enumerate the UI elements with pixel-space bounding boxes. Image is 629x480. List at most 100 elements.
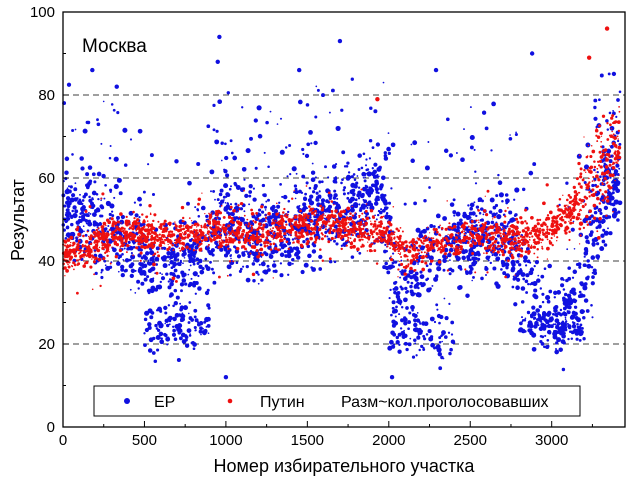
er-point	[544, 334, 547, 337]
er-point	[328, 189, 331, 193]
er-point	[210, 190, 212, 193]
putin-point	[385, 233, 388, 235]
putin-point	[546, 238, 549, 241]
er-point	[513, 198, 516, 201]
putin-point	[256, 255, 260, 259]
er-point	[210, 267, 214, 271]
er-point	[311, 190, 316, 194]
putin-point	[232, 260, 235, 263]
putin-point	[288, 230, 293, 235]
putin-point	[532, 245, 536, 249]
putin-point	[541, 248, 544, 250]
putin-point	[86, 230, 89, 233]
putin-point	[101, 246, 105, 251]
putin-point	[212, 229, 217, 233]
putin-point	[285, 213, 288, 215]
er-point	[276, 204, 281, 209]
putin-point	[162, 227, 166, 232]
er-point	[436, 266, 442, 272]
putin-point	[368, 248, 373, 253]
putin-point	[528, 231, 533, 235]
putin-point	[589, 165, 594, 169]
er-point	[137, 128, 143, 134]
putin-point	[181, 232, 184, 234]
er-point	[390, 313, 393, 317]
er-point	[230, 257, 232, 260]
er-point	[333, 176, 338, 181]
putin-point	[106, 240, 109, 243]
er-point	[375, 142, 381, 147]
er-point	[273, 260, 276, 263]
putin-point	[180, 239, 182, 242]
er-point	[436, 308, 439, 311]
putin-point	[420, 251, 423, 254]
putin-point	[162, 222, 166, 226]
er-point	[577, 294, 582, 299]
putin-point	[485, 232, 488, 234]
er-point	[437, 225, 441, 229]
putin-point	[378, 229, 381, 232]
er-point	[353, 183, 356, 187]
putin-point	[541, 245, 543, 248]
er-point	[435, 344, 441, 350]
putin-point	[439, 224, 441, 227]
er-point	[561, 312, 565, 316]
er-point	[412, 327, 417, 332]
er-point	[407, 342, 412, 347]
er-point	[401, 334, 406, 339]
er-point	[168, 319, 172, 323]
er-point	[450, 268, 455, 273]
er-point	[311, 260, 314, 262]
er-point	[528, 270, 534, 276]
er-point	[111, 214, 115, 218]
putin-point	[298, 243, 300, 245]
er-point	[555, 341, 559, 345]
putin-point	[475, 219, 478, 222]
putin-point	[293, 223, 297, 227]
er-point	[523, 318, 527, 322]
putin-point	[567, 205, 569, 208]
putin-point	[599, 155, 604, 159]
putin-point	[401, 230, 404, 233]
putin-point	[412, 244, 416, 248]
er-point	[287, 261, 292, 267]
putin-point	[416, 252, 420, 256]
er-point	[83, 192, 88, 197]
er-point	[575, 262, 579, 267]
er-point	[252, 197, 257, 202]
er-point	[459, 267, 463, 271]
putin-point	[315, 220, 319, 224]
putin-point	[504, 234, 508, 239]
putin-point	[612, 135, 616, 139]
putin-point	[592, 203, 597, 208]
er-point	[302, 206, 306, 210]
putin-point	[511, 233, 515, 237]
er-point	[591, 275, 595, 279]
er-point	[83, 230, 85, 233]
er-point	[166, 323, 170, 328]
er-point	[120, 272, 125, 278]
putin-point	[247, 225, 250, 228]
putin-point	[292, 218, 295, 221]
er-point	[119, 219, 125, 225]
putin-point	[441, 246, 444, 249]
putin-point	[222, 215, 226, 219]
putin-point	[100, 197, 103, 200]
er-point	[226, 264, 232, 270]
er-point	[521, 320, 524, 323]
putin-point	[238, 208, 241, 211]
putin-point	[487, 233, 490, 237]
putin-point	[89, 242, 93, 246]
putin-point	[149, 213, 152, 216]
er-point	[511, 266, 516, 271]
er-point	[286, 175, 289, 178]
er-point	[520, 286, 526, 291]
putin-point	[137, 242, 141, 246]
er-point	[214, 139, 220, 145]
er-point	[238, 269, 242, 273]
er-point	[268, 221, 272, 226]
er-point	[538, 326, 544, 332]
putin-point	[615, 136, 617, 138]
er-point	[532, 317, 536, 320]
putin-point	[558, 197, 562, 201]
